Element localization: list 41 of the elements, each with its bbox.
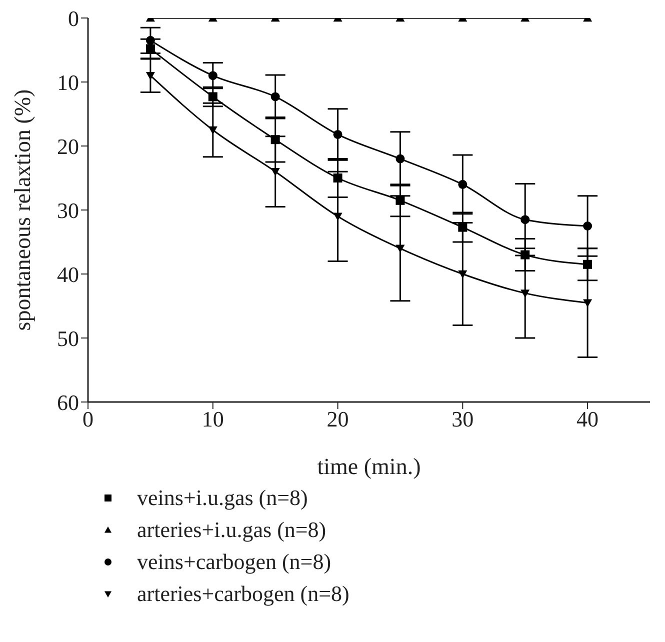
point: [583, 260, 592, 269]
point: [396, 196, 405, 205]
point: [458, 270, 468, 278]
point: [146, 36, 155, 45]
point: [270, 135, 280, 144]
point: [208, 92, 218, 102]
point: [333, 212, 342, 221]
y-axis-title: spontaneous relaxtion (%): [10, 89, 35, 331]
x-tick-label: 20: [326, 406, 349, 432]
point: [458, 180, 468, 189]
point: [583, 299, 592, 308]
legend-label: arteries+i.u.gas (n=8): [137, 516, 326, 544]
y-tick-label: 30: [57, 198, 79, 223]
point: [396, 244, 405, 253]
point: [333, 130, 342, 139]
point: [208, 71, 218, 80]
y-tick-label: 60: [57, 390, 79, 415]
y-tick-label: 20: [57, 134, 79, 159]
point: [333, 174, 342, 182]
point: [270, 92, 280, 102]
legend-label: veins+i.u.gas (n=8): [137, 484, 308, 512]
point: [146, 44, 155, 54]
point: [520, 250, 530, 260]
x-tick-label: 10: [202, 406, 224, 432]
x-tick-label: 40: [576, 406, 599, 432]
point: [583, 222, 592, 230]
point: [208, 126, 218, 134]
point: [270, 168, 280, 176]
point: [520, 290, 530, 298]
legend-label: arteries+carbogen (n=8): [137, 580, 350, 608]
legend-label: veins+carbogen (n=8): [137, 548, 332, 576]
y-tick-label: 0: [68, 6, 79, 31]
point: [396, 154, 405, 164]
y-tick-label: 40: [57, 262, 79, 287]
x-axis-title: time (min.): [317, 454, 421, 479]
x-tick-label: 30: [452, 406, 474, 432]
point: [520, 215, 530, 224]
point: [458, 222, 468, 232]
y-tick-label: 10: [57, 70, 79, 95]
point: [146, 72, 155, 80]
y-tick-label: 50: [57, 326, 79, 351]
